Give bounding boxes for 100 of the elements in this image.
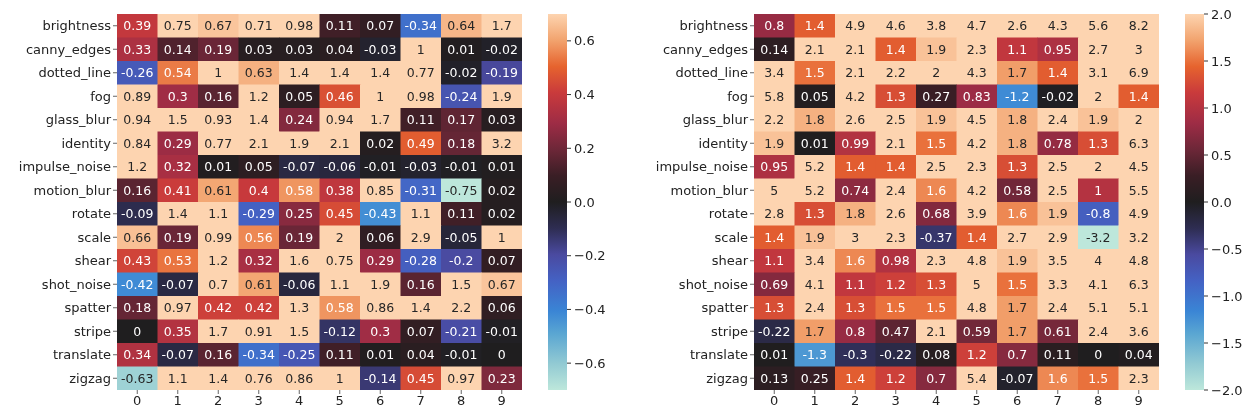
data-label: 0.8 <box>764 18 785 34</box>
data-label: 2.3 <box>885 229 906 245</box>
x-tick-label: 0 <box>133 393 142 409</box>
data-label: 0.11 <box>325 18 354 34</box>
x-tick-label: 3 <box>254 393 263 409</box>
data-label: 0.58 <box>325 300 354 316</box>
data-label: -0.06 <box>323 159 356 175</box>
data-label: 2.3 <box>966 41 987 57</box>
data-label: 3.2 <box>491 135 512 151</box>
data-label: 0.03 <box>487 112 516 128</box>
data-label: -0.28 <box>404 253 437 269</box>
data-label: 0.11 <box>406 112 435 128</box>
y-tick-label: zigzag <box>706 370 748 386</box>
data-label: 2.1 <box>845 41 866 57</box>
data-label: 0.98 <box>285 18 314 34</box>
data-label: 3.2 <box>1128 229 1149 245</box>
data-label: 0.02 <box>366 135 395 151</box>
data-label: 0.14 <box>163 41 192 57</box>
data-label: 0.43 <box>123 253 152 269</box>
data-label: 1.4 <box>845 159 866 175</box>
data-label: 1.4 <box>208 370 229 386</box>
data-label: 0.02 <box>487 182 516 198</box>
data-label: 0.35 <box>163 323 192 339</box>
data-label: 0.86 <box>366 300 395 316</box>
data-label: 0.58 <box>285 182 314 198</box>
data-label: 0.83 <box>962 88 991 104</box>
data-label: 1.3 <box>1007 159 1028 175</box>
data-label: 5.6 <box>1088 18 1109 34</box>
data-label: 1.8 <box>1007 112 1028 128</box>
x-tick-label: 9 <box>497 393 506 409</box>
data-label: 1.3 <box>1088 135 1109 151</box>
data-label: -0.01 <box>364 159 397 175</box>
data-label: 1.7 <box>1007 300 1028 316</box>
y-tick-label: shear <box>74 253 112 269</box>
data-label: 0.75 <box>325 253 354 269</box>
y-tick-label: stripe <box>73 323 111 339</box>
data-label: 5.2 <box>804 159 825 175</box>
data-label: 1.5 <box>926 300 947 316</box>
data-label: 0.07 <box>406 323 435 339</box>
data-label: 0.94 <box>325 112 354 128</box>
data-label: 4.1 <box>804 276 825 292</box>
data-label: 5 <box>770 182 779 198</box>
data-label: 1.5 <box>289 323 310 339</box>
data-label: 0.85 <box>366 182 395 198</box>
data-label: 4.5 <box>966 112 987 128</box>
data-label: 1.6 <box>926 182 947 198</box>
y-tick-label: scale <box>77 229 111 245</box>
x-tick-label: 2 <box>214 393 223 409</box>
data-label: 0.13 <box>760 370 789 386</box>
data-label: 1.1 <box>410 206 431 222</box>
data-label: 4.2 <box>845 88 866 104</box>
data-label: 0.99 <box>841 135 870 151</box>
data-label: 1.9 <box>370 276 391 292</box>
data-label: 2.2 <box>451 300 472 316</box>
data-label: 0.46 <box>325 88 354 104</box>
data-label: 2.9 <box>1047 229 1068 245</box>
data-label: 2.5 <box>926 159 947 175</box>
data-label: 1.4 <box>845 370 866 386</box>
data-label: 0.16 <box>123 182 152 198</box>
data-label: 0.61 <box>1043 323 1072 339</box>
data-label: 0.01 <box>800 135 829 151</box>
data-label: 0.4 <box>248 182 269 198</box>
x-tick-label: 8 <box>1094 393 1103 409</box>
data-label: 2.8 <box>764 206 785 222</box>
data-label: 1 <box>416 41 425 57</box>
data-label: -0.03 <box>364 41 397 57</box>
y-tick-label: translate <box>52 347 111 363</box>
data-label: 0.89 <box>123 88 152 104</box>
data-label: 0.47 <box>881 323 910 339</box>
data-label: 2.2 <box>885 65 906 81</box>
color-bar-label: 0.0 <box>1211 194 1232 210</box>
data-label: 1.5 <box>167 112 188 128</box>
data-label: 0.75 <box>163 18 192 34</box>
y-tick-label: brightness <box>42 18 112 34</box>
data-label: 0.64 <box>447 18 476 34</box>
data-label: 1.6 <box>1007 206 1028 222</box>
data-label: -0.02 <box>1041 88 1074 104</box>
x-tick-label: 5 <box>972 393 981 409</box>
y-tick-label: brightness <box>679 18 749 34</box>
data-label: -0.22 <box>758 323 791 339</box>
data-label: 2.1 <box>804 41 825 57</box>
data-label: -0.8 <box>1086 206 1111 222</box>
data-label: 0 <box>1094 347 1103 363</box>
data-label: 0.78 <box>1043 135 1072 151</box>
data-label: 0.41 <box>163 182 192 198</box>
data-label: 3 <box>851 229 860 245</box>
data-label: 0.03 <box>285 41 314 57</box>
x-tick-label: 7 <box>1053 393 1062 409</box>
data-label: 3.4 <box>764 65 785 81</box>
data-label: 0.18 <box>447 135 476 151</box>
data-label: -1.3 <box>802 347 827 363</box>
data-label: 1.9 <box>491 88 512 104</box>
data-label: -0.3 <box>843 347 868 363</box>
data-label: 1.5 <box>1088 370 1109 386</box>
x-tick-label: 9 <box>1134 393 1143 409</box>
data-label: 0.98 <box>406 88 435 104</box>
data-label: 1.9 <box>764 135 785 151</box>
data-label: 1.9 <box>804 229 825 245</box>
data-label: -0.22 <box>879 347 912 363</box>
data-label: 2 <box>1094 159 1103 175</box>
